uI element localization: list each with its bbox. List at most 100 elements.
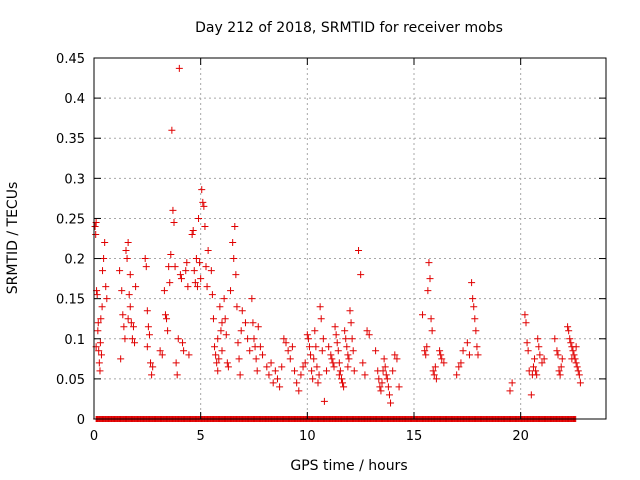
data-point	[235, 355, 243, 363]
data-point	[428, 327, 436, 335]
data-point	[525, 367, 533, 375]
data-point	[422, 351, 430, 359]
data-point	[532, 367, 540, 375]
data-point	[144, 323, 152, 331]
data-point	[119, 311, 127, 319]
data-point	[94, 327, 102, 335]
data-point	[141, 255, 149, 263]
data-point	[273, 375, 281, 383]
data-point	[301, 359, 309, 367]
data-point	[129, 323, 137, 331]
data-point	[457, 359, 465, 367]
data-point	[168, 126, 176, 134]
data-point	[387, 399, 395, 407]
data-point	[437, 351, 445, 359]
data-point	[355, 247, 363, 255]
x-axis-title: GPS time / hours	[290, 458, 407, 474]
data-point	[533, 371, 541, 379]
data-point	[246, 347, 254, 355]
data-point	[332, 331, 340, 339]
data-point	[381, 363, 389, 371]
data-point	[346, 307, 354, 315]
data-point	[438, 355, 446, 363]
data-point	[342, 335, 350, 343]
y-tick-label: 0	[77, 413, 85, 428]
y-tick-label: 0.4	[64, 92, 85, 107]
data-point	[98, 303, 106, 311]
data-point	[189, 226, 197, 234]
data-point	[124, 315, 132, 323]
data-point	[553, 347, 561, 355]
data-point	[384, 383, 392, 391]
data-point	[234, 339, 242, 347]
data-point	[568, 355, 576, 363]
data-point	[313, 363, 321, 371]
data-point	[165, 263, 173, 271]
data-point	[222, 331, 230, 339]
data-point	[122, 247, 130, 255]
data-point	[127, 319, 135, 327]
data-point	[334, 347, 342, 355]
data-point	[193, 283, 201, 291]
data-point	[209, 315, 217, 323]
data-point	[327, 351, 335, 359]
data-point	[173, 371, 181, 379]
data-point	[265, 371, 273, 379]
data-point	[220, 295, 228, 303]
data-point	[203, 283, 211, 291]
data-point	[102, 283, 110, 291]
data-point	[523, 339, 531, 347]
data-point	[535, 343, 543, 351]
data-point	[172, 359, 180, 367]
data-point	[132, 283, 140, 291]
data-point	[299, 363, 307, 371]
data-point	[180, 347, 188, 355]
data-point	[377, 387, 385, 395]
y-tick-label: 0.45	[56, 52, 85, 67]
data-point	[320, 397, 328, 405]
data-point	[223, 359, 231, 367]
data-point	[278, 363, 286, 371]
data-point	[431, 363, 439, 371]
data-point	[329, 359, 337, 367]
data-point	[293, 379, 301, 387]
data-point	[174, 335, 182, 343]
data-point	[179, 339, 187, 347]
data-point	[197, 275, 205, 283]
data-point	[96, 339, 104, 347]
data-point	[117, 355, 125, 363]
data-point	[249, 319, 257, 327]
data-point	[557, 363, 565, 371]
data-point	[565, 327, 573, 335]
data-point	[116, 267, 124, 275]
data-point	[506, 387, 514, 395]
data-point	[534, 335, 542, 343]
data-point	[188, 230, 196, 238]
data-point	[307, 351, 315, 359]
data-point	[175, 64, 183, 72]
data-point	[470, 303, 478, 311]
data-point	[328, 355, 336, 363]
data-point	[208, 291, 216, 299]
data-point	[158, 351, 166, 359]
data-point	[229, 239, 237, 247]
data-point	[378, 379, 386, 387]
data-point	[148, 371, 156, 379]
data-point	[471, 315, 479, 323]
data-point	[227, 287, 235, 295]
data-point	[468, 279, 476, 287]
data-point	[318, 347, 326, 355]
data-point	[202, 263, 210, 271]
data-point	[323, 367, 331, 375]
data-point	[182, 267, 190, 275]
data-point	[95, 347, 103, 355]
data-point	[341, 327, 349, 335]
data-point	[191, 279, 199, 287]
data-point	[335, 359, 343, 367]
data-point	[555, 367, 563, 375]
data-point	[207, 267, 215, 275]
data-point	[161, 311, 169, 319]
data-point	[508, 379, 516, 387]
data-point	[131, 339, 139, 347]
data-point	[309, 375, 317, 383]
